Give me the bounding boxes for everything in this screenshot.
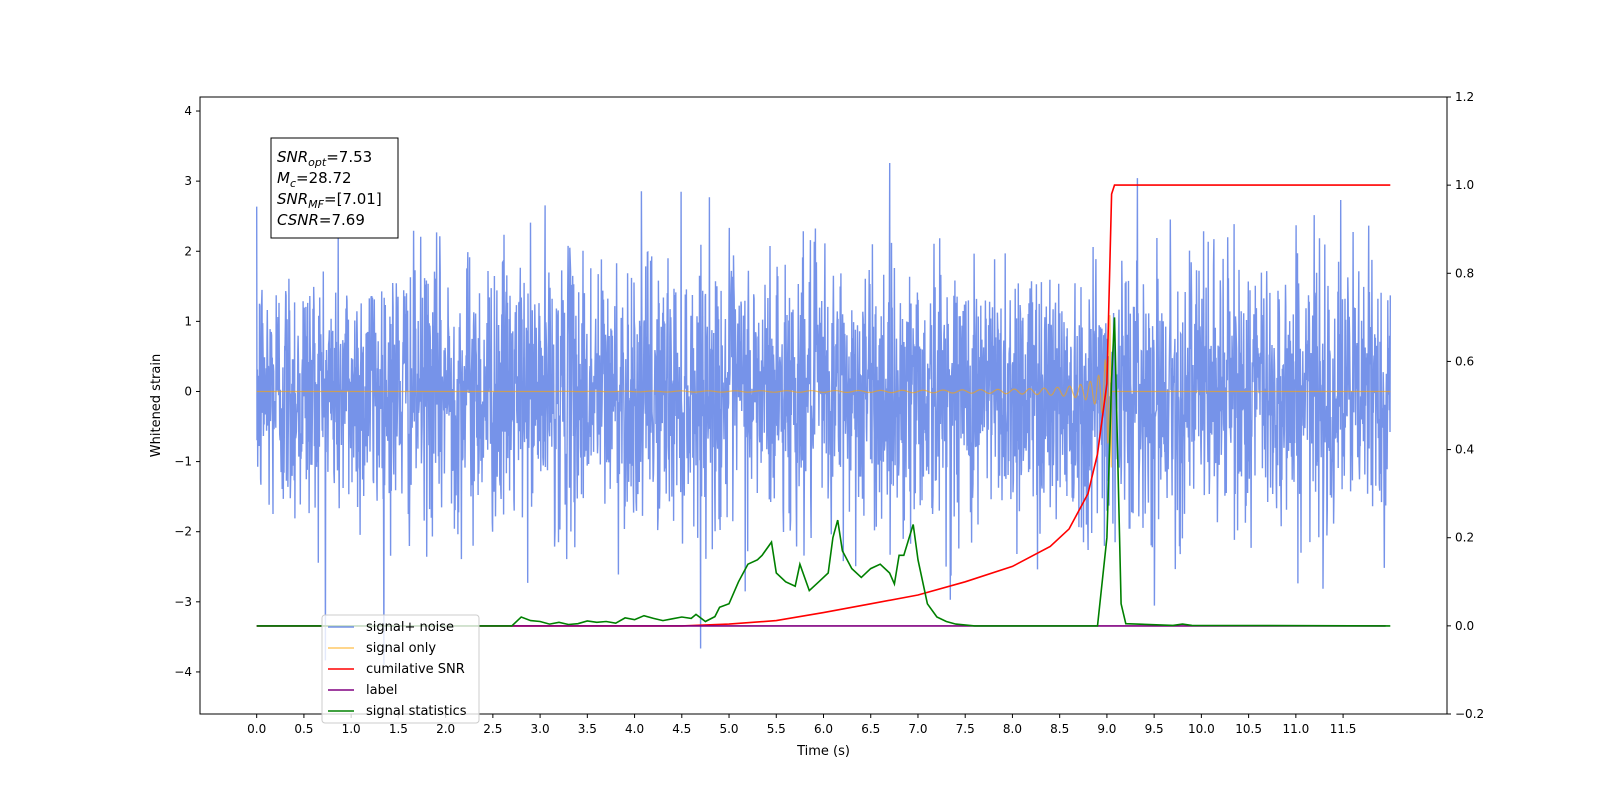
y-tick-label: −2	[174, 525, 192, 539]
x-tick-label: 8.0	[1003, 722, 1022, 736]
legend: signal+ noise signal only cumilative SNR la…	[321, 614, 480, 724]
x-axis-ticks: 0.0 0.5 1.0 1.5 2.0 2.5 3.0 3.5 4.0 4.5 5.0 5.5 6.0 6…	[247, 714, 1356, 736]
annotation-line: CSNR=7.69	[277, 211, 365, 229]
y2-tick-label: 1.2	[1455, 90, 1474, 104]
signal-noise-series	[256, 162, 1391, 665]
signal-noise-line	[256, 162, 1391, 665]
x-tick-label: 9.5	[1145, 722, 1164, 736]
y-axis-ticks: 4 3 2 1 0 −1 −2 −3 −4	[174, 104, 200, 679]
plot-area	[256, 162, 1391, 665]
signal-only-line	[256, 315, 1391, 468]
x-tick-label: 10.0	[1188, 722, 1215, 736]
right-axis-series	[256, 184, 1391, 627]
x-tick-label: 11.0	[1282, 722, 1309, 736]
y2-tick-label: 0.0	[1455, 619, 1474, 633]
legend-label-signal-only: signal only	[366, 641, 436, 656]
x-tick-label: 8.5	[1050, 722, 1069, 736]
x-tick-label: 5.5	[767, 722, 786, 736]
y2-tick-label: 0.8	[1455, 266, 1474, 280]
y2-tick-label: 0.2	[1455, 531, 1474, 545]
x-tick-label: 0.0	[247, 722, 266, 736]
annotation-line: Mc=28.72	[277, 169, 352, 190]
y-tick-label: −3	[174, 595, 192, 609]
x-tick-label: 3.5	[578, 722, 597, 736]
y2-tick-label: 1.0	[1455, 178, 1474, 192]
x-tick-label: 4.0	[625, 722, 644, 736]
y-tick-label: 3	[184, 174, 192, 188]
y2-tick-label: 0.4	[1455, 443, 1474, 457]
legend-label-label: label	[366, 683, 397, 698]
x-tick-label: 1.0	[342, 722, 361, 736]
y-axis-label: Whitened strain	[149, 354, 164, 457]
signal-only-series	[256, 315, 1391, 468]
y2-tick-label: 0.6	[1455, 354, 1474, 368]
legend-label-signal-noise: signal+ noise	[366, 620, 454, 635]
x-tick-label: 9.0	[1097, 722, 1116, 736]
x-tick-label: 10.5	[1235, 722, 1262, 736]
y2-axis-ticks: 1.2 1.0 0.8 0.6 0.4 0.2 0.0 −0.2	[1447, 90, 1484, 721]
legend-label-cumilative-snr: cumilative SNR	[366, 662, 465, 677]
y-tick-label: −4	[174, 665, 192, 679]
x-tick-label: 6.0	[814, 722, 833, 736]
x-axis-label: Time (s)	[796, 744, 850, 759]
series-signal-statistics-line	[256, 317, 1391, 627]
x-tick-label: 1.5	[389, 722, 408, 736]
legend-frame	[321, 614, 480, 724]
legend-label-signal-statistics: signal statistics	[366, 704, 467, 719]
y2-tick-label: −0.2	[1455, 707, 1484, 721]
x-tick-label: 0.5	[294, 722, 313, 736]
series-cumilative-snr-line	[256, 184, 1391, 627]
x-tick-label: 3.0	[531, 722, 550, 736]
x-tick-label: 4.5	[672, 722, 691, 736]
y-tick-label: −1	[174, 455, 192, 469]
y-tick-label: 4	[184, 104, 192, 118]
x-tick-label: 7.5	[956, 722, 975, 736]
y-tick-label: 0	[184, 384, 192, 398]
annotation-line: SNRopt=7.53	[277, 148, 372, 169]
y-tick-label: 2	[184, 244, 192, 258]
x-tick-label: 5.0	[719, 722, 738, 736]
x-tick-label: 2.0	[436, 722, 455, 736]
x-tick-label: 11.5	[1330, 722, 1357, 736]
x-tick-label: 2.5	[483, 722, 502, 736]
y-tick-label: 1	[184, 314, 192, 328]
x-tick-label: 7.0	[908, 722, 927, 736]
annotation-line: SNRMF=[7.01]	[277, 190, 382, 211]
x-tick-label: 6.5	[861, 722, 880, 736]
annotation-box-frame	[270, 137, 399, 239]
